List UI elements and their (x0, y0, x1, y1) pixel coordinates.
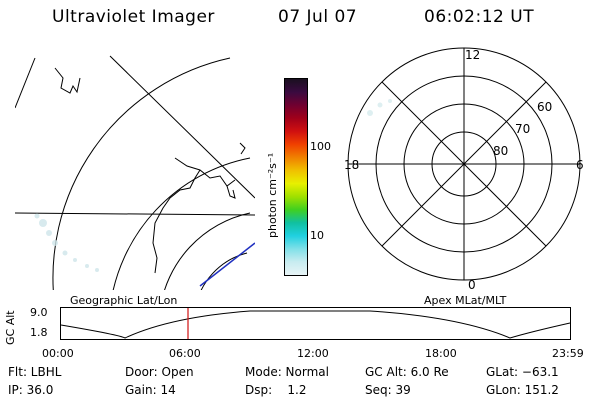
colorbar (284, 78, 308, 276)
polar-plot: 12 18 6 0 60 70 80 (344, 47, 584, 290)
altitude-ymin: 1.8 (30, 326, 48, 339)
mlt-6-label: 6 (576, 158, 584, 172)
time-label: 06:02:12 UT (424, 7, 535, 27)
gain-info: Gain: 14 (125, 383, 176, 397)
mode-info: Mode: Normal (245, 365, 329, 379)
time-tick-0600: 06:00 (169, 347, 201, 360)
date-label: 07 Jul 07 (278, 7, 358, 27)
altitude-plot (60, 307, 571, 340)
mlt-18-label: 18 (344, 158, 359, 172)
altitude-ylabel: GC Alt (4, 310, 17, 345)
ip-info: IP: 36.0 (8, 383, 54, 397)
mlat-80-label: 80 (493, 144, 508, 158)
time-tick-0000: 00:00 (42, 347, 74, 360)
gc-alt-info: GC Alt: 6.0 Re (365, 365, 449, 379)
time-tick-1800: 18:00 (425, 347, 457, 360)
time-tick-1200: 12:00 (297, 347, 329, 360)
dsp-info: Dsp: 1.2 (245, 383, 307, 397)
door-info: Door: Open (125, 365, 194, 379)
mlt-0-label: 0 (468, 278, 476, 290)
colorbar-unit-label: photon cm⁻²s⁻¹ (266, 152, 279, 238)
instrument-title: Ultraviolet Imager (52, 7, 215, 27)
geographic-map (15, 55, 255, 290)
polar-panel-label: Apex MLat/MLT (424, 294, 507, 307)
altitude-ymax: 9.0 (30, 306, 48, 319)
geo-panel-label: Geographic Lat/Lon (70, 294, 178, 307)
mlt-12-label: 12 (465, 48, 480, 62)
time-tick-2359: 23:59 (552, 347, 584, 360)
mlat-70-label: 70 (515, 122, 530, 136)
colorbar-tick-100: 100 (310, 140, 331, 153)
filter-info: Flt: LBHL (8, 365, 62, 379)
mlat-60-label: 60 (537, 100, 552, 114)
glon-info: GLon: 151.2 (486, 383, 559, 397)
seq-info: Seq: 39 (365, 383, 411, 397)
glat-info: GLat: −63.1 (486, 365, 559, 379)
colorbar-tick-10: 10 (310, 229, 324, 242)
